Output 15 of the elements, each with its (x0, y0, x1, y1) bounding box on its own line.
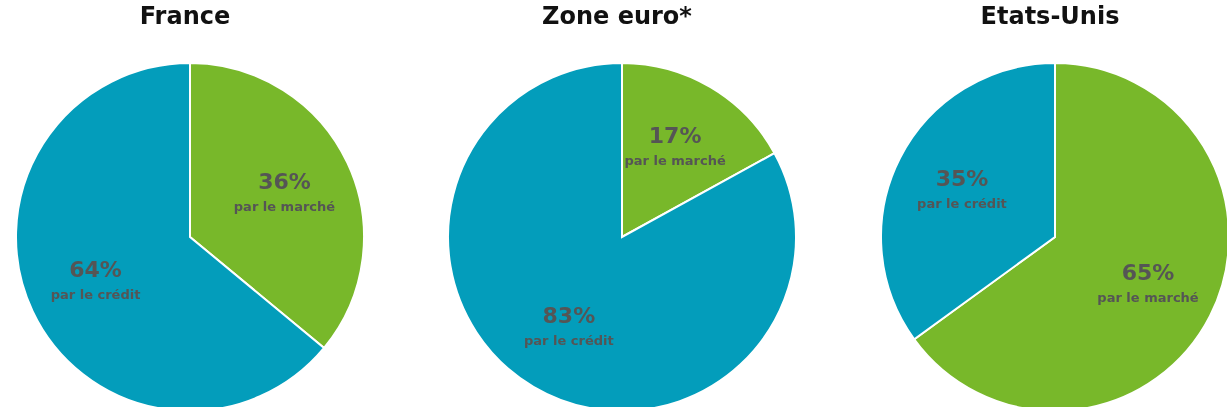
chart-title: France (138, 2, 232, 30)
data-label: 35% (935, 165, 989, 191)
slice-label: par le crédit (50, 287, 141, 303)
chart-title: Zone euro* (541, 2, 693, 30)
data-label: 36% (258, 168, 311, 194)
data-label: 17% (648, 123, 702, 149)
slice-label: par le marché (624, 153, 726, 169)
slice-label: par le marché (1097, 290, 1199, 306)
data-label: 83% (542, 302, 596, 328)
data-label: 64% (69, 257, 122, 283)
slice-label: par le crédit (917, 195, 1007, 211)
slice-label: par le marché (233, 198, 336, 214)
slice-label: par le crédit (523, 332, 614, 348)
data-label: 65% (1121, 260, 1175, 286)
chart-title: Etats-Unis (979, 2, 1121, 30)
